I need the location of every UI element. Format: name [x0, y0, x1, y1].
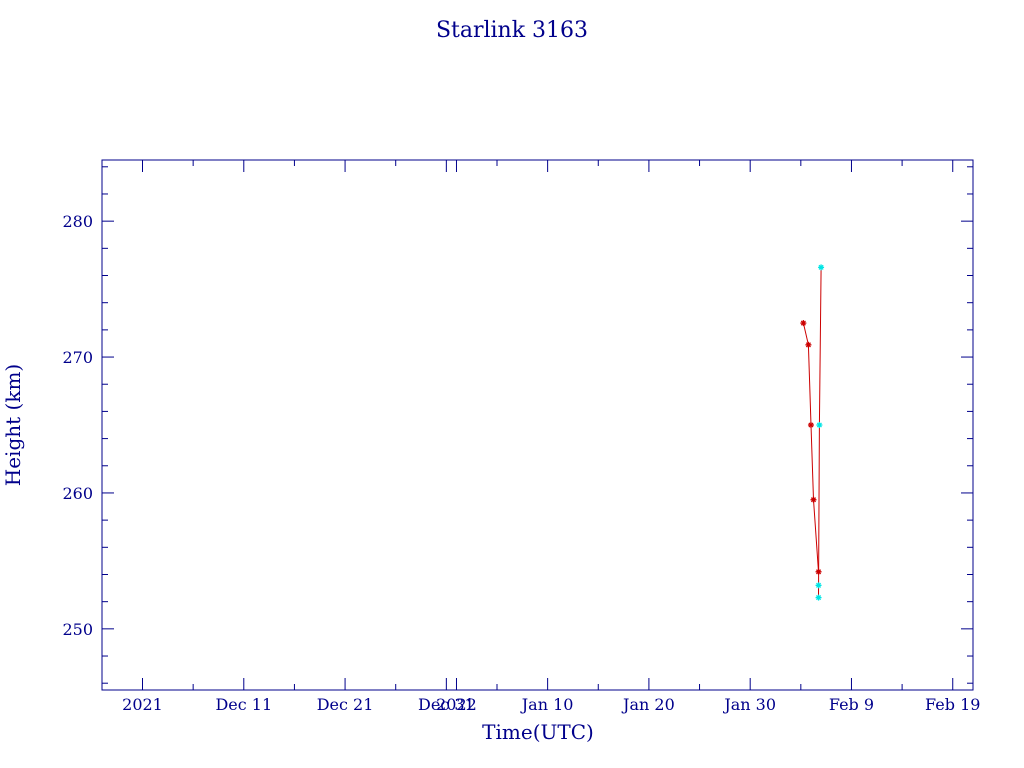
series-1-line	[818, 267, 822, 598]
y-tick-label: 250	[62, 620, 93, 639]
series-0-line	[802, 322, 819, 572]
x-tick-label: 2022	[436, 695, 477, 714]
y-tick-label: 270	[62, 348, 93, 367]
series-0-point	[800, 320, 807, 327]
series-0-point	[807, 422, 814, 428]
series-1-point	[815, 594, 822, 601]
chart-title: Starlink 3163	[436, 18, 588, 43]
x-tick-label: Jan 10	[520, 695, 574, 714]
series-1-point	[815, 582, 822, 589]
x-tick-label: Dec 31	[418, 695, 475, 714]
series-1-point	[818, 264, 825, 271]
y-axis-label: Height (km)	[1, 364, 25, 486]
series-0-point	[805, 341, 812, 348]
series-1-point	[816, 422, 823, 428]
x-tick-label: Feb 19	[925, 695, 980, 714]
x-axis-label: Time(UTC)	[482, 720, 594, 744]
x-tick-label: 2021	[122, 695, 163, 714]
series-0-point	[810, 496, 817, 503]
x-tick-label: Jan 30	[722, 695, 776, 714]
y-tick-label: 260	[62, 484, 93, 503]
x-tick-label: Feb 9	[829, 695, 874, 714]
y-tick-label: 280	[62, 212, 93, 231]
series-0-point	[815, 568, 822, 575]
plot-frame	[101, 159, 974, 691]
x-tick-label: Dec 11	[215, 695, 272, 714]
x-tick-label: Dec 21	[317, 695, 374, 714]
x-tick-label: Jan 20	[621, 695, 675, 714]
